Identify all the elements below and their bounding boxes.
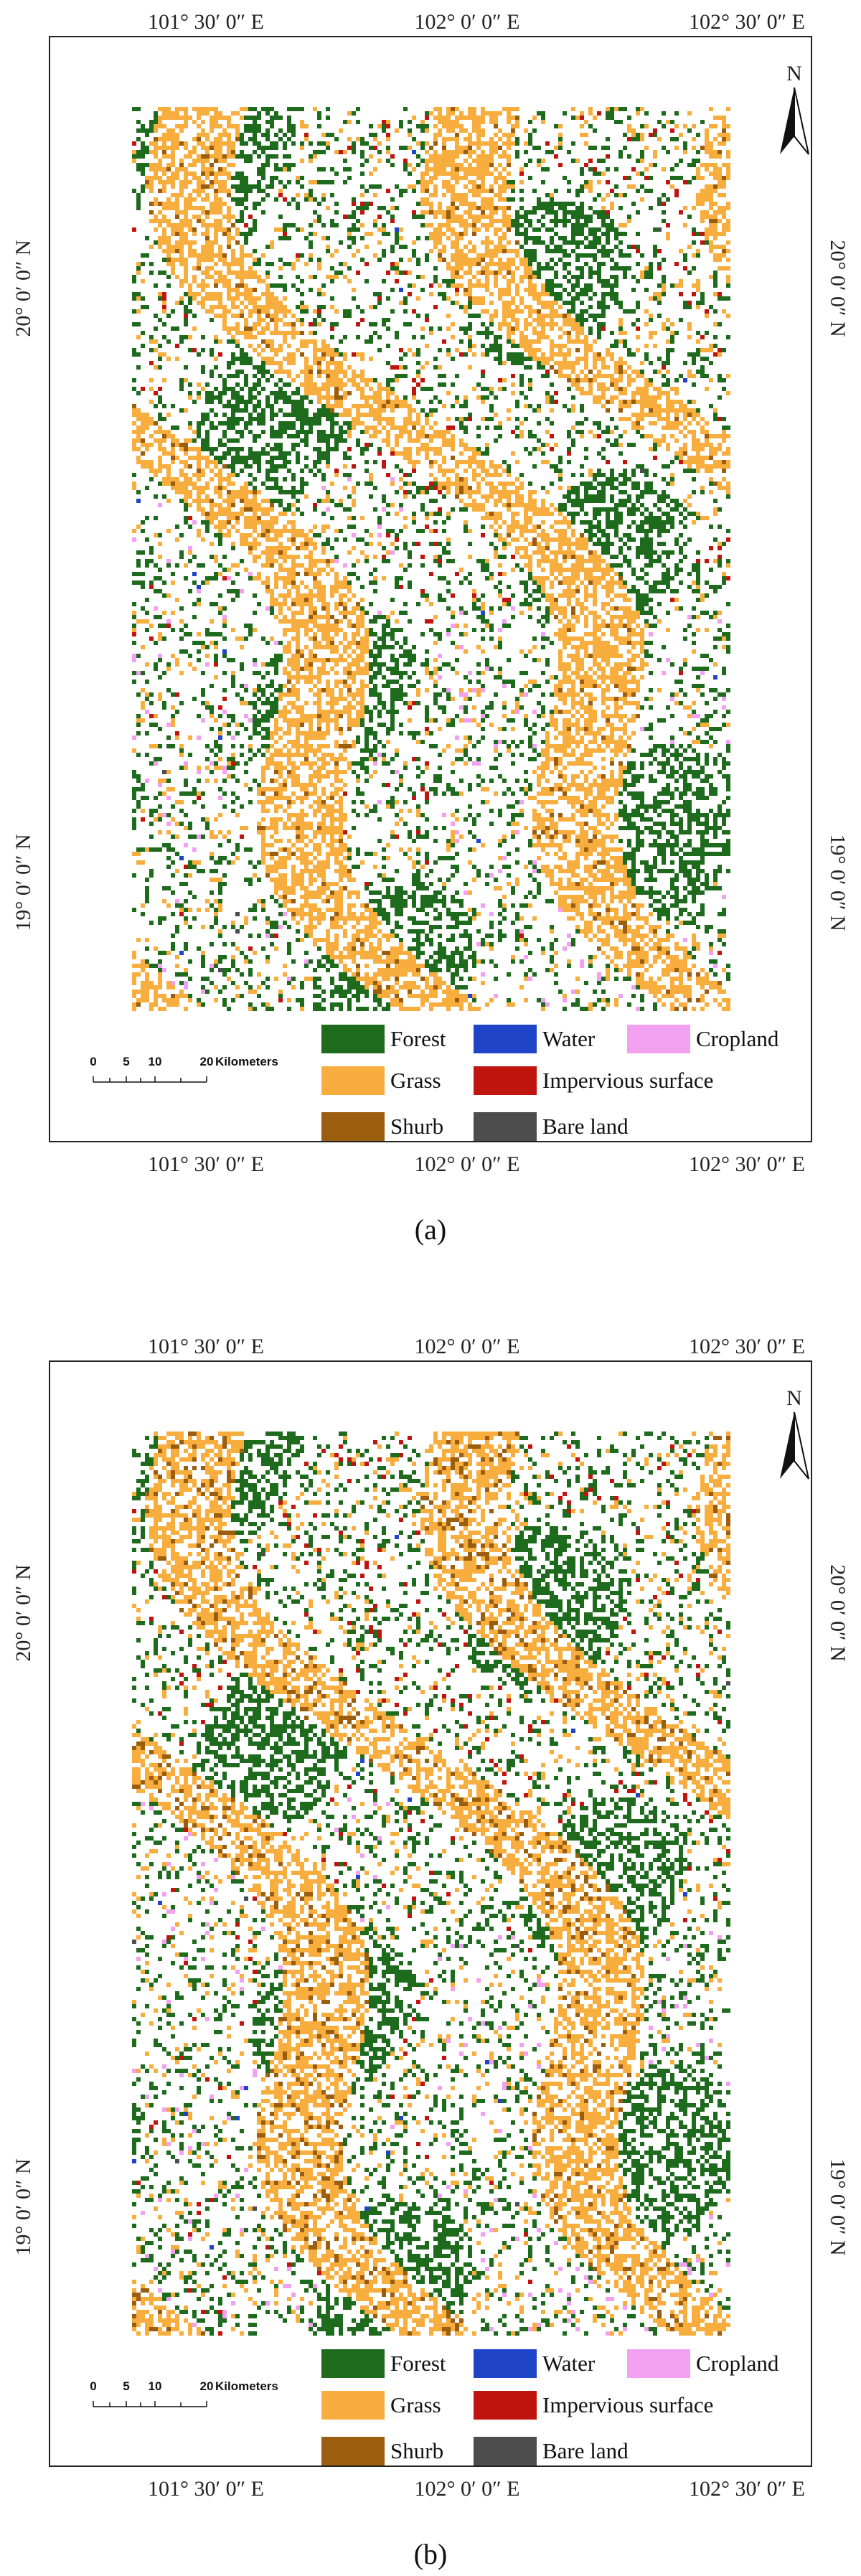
scale-tick-label: 0 (90, 1055, 96, 1068)
land-cover-1 (132, 1432, 730, 2336)
legend-swatch (474, 2349, 537, 2378)
legend-label: Cropland (696, 2351, 779, 2376)
scale-tick-label: 10 (149, 2379, 162, 2393)
right-coord-label: 20° 0′ 0″ N (826, 1564, 850, 1661)
top-coord-label: 101° 30′ 0″ E (148, 10, 264, 34)
top-coord-label: 101° 30′ 0″ E (148, 1335, 264, 1358)
legend-swatch (321, 2349, 385, 2378)
bottom-coord-label: 102° 0′ 0″ E (415, 2477, 520, 2501)
legend-swatch (474, 2437, 537, 2465)
scale-tick-label: 20 (200, 2379, 214, 2393)
right-coord-label: 19° 0′ 0″ N (826, 834, 850, 931)
caption: (a) (415, 1213, 446, 1246)
top-coord-label: 102° 0′ 0″ E (415, 1335, 520, 1358)
land-cover-0 (132, 107, 730, 1011)
top-coord-label: 102° 30′ 0″ E (689, 1335, 805, 1358)
legend-label: Shurb (390, 1114, 443, 1139)
legend-label: Impervious surface (542, 1068, 713, 1093)
bottom-coord-label: 102° 30′ 0″ E (689, 2477, 805, 2501)
legend-swatch (321, 2437, 385, 2465)
scale-tick-label: 20 (200, 1055, 214, 1068)
caption: (b) (414, 2538, 448, 2570)
legend-swatch (474, 2391, 537, 2420)
bottom-coord-label: 101° 30′ 0″ E (148, 1152, 264, 1176)
legend-swatch (627, 1025, 690, 1053)
left-coord-label: 19° 0′ 0″ N (11, 2158, 35, 2255)
north-arrow (794, 1411, 809, 1480)
map-panel: 101° 30′ 0″ E 102° 0′ 0″ E 102° 30′ 0″ E 10… (11, 1335, 850, 2570)
legend-swatch (321, 1025, 385, 1053)
right-coord-label: 19° 0′ 0″ N (826, 2158, 850, 2255)
legend-swatch (321, 1112, 385, 1141)
north-arrow (794, 87, 809, 155)
legend-swatch (321, 1066, 385, 1095)
legend-label: Cropland (696, 1026, 779, 1051)
map-frame (49, 1360, 812, 2467)
land-cover-0 (132, 1432, 730, 2336)
north-arrow (780, 1412, 794, 1479)
north-label: N (786, 1386, 802, 1410)
legend-swatch (321, 2391, 385, 2420)
scale-bar (93, 1076, 207, 1083)
north-label: N (786, 62, 802, 85)
legend-label: Water (542, 2351, 596, 2376)
scale-tick-label: 5 (123, 1055, 129, 1068)
legend-label: Forest (390, 1026, 446, 1051)
left-coord-label: 20° 0′ 0″ N (11, 1564, 35, 1661)
north-arrow (780, 88, 794, 154)
top-coord-label: 102° 30′ 0″ E (689, 10, 805, 34)
scale-tick-label: 5 (123, 2379, 129, 2393)
land-cover-1 (132, 107, 730, 1011)
left-coord-label: 20° 0′ 0″ N (11, 240, 35, 337)
bottom-coord-label: 102° 0′ 0″ E (415, 1152, 520, 1176)
legend-swatch (627, 2349, 690, 2378)
left-coord-label: 19° 0′ 0″ N (11, 834, 35, 931)
legend-label: Forest (390, 2351, 446, 2376)
map-panel: 101° 30′ 0″ E 102° 0′ 0″ E 102° 30′ 0″ E 10… (11, 10, 850, 1246)
scale-tick-label: 10 (149, 1055, 162, 1068)
map-frame (49, 36, 812, 1142)
legend-swatch (474, 1066, 537, 1095)
legend-label: Shurb (390, 2438, 443, 2463)
legend-label: Bare land (542, 1114, 629, 1139)
bottom-coord-label: 102° 30′ 0″ E (689, 1152, 805, 1176)
scale-unit: Kilometers (215, 2379, 278, 2393)
legend-label: Bare land (542, 2438, 629, 2463)
scale-unit: Kilometers (215, 1055, 278, 1068)
scale-tick-label: 0 (90, 2379, 96, 2393)
bottom-coord-label: 101° 30′ 0″ E (148, 2477, 264, 2501)
legend-swatch (474, 1025, 537, 1053)
legend-label: Water (542, 1026, 596, 1051)
legend-label: Grass (390, 1068, 441, 1093)
legend-swatch (474, 1112, 537, 1141)
scale-bar (93, 2401, 207, 2407)
legend-label: Impervious surface (542, 2392, 713, 2417)
top-coord-label: 102° 0′ 0″ E (415, 10, 520, 34)
right-coord-label: 20° 0′ 0″ N (826, 240, 850, 337)
legend-label: Grass (390, 2392, 441, 2417)
